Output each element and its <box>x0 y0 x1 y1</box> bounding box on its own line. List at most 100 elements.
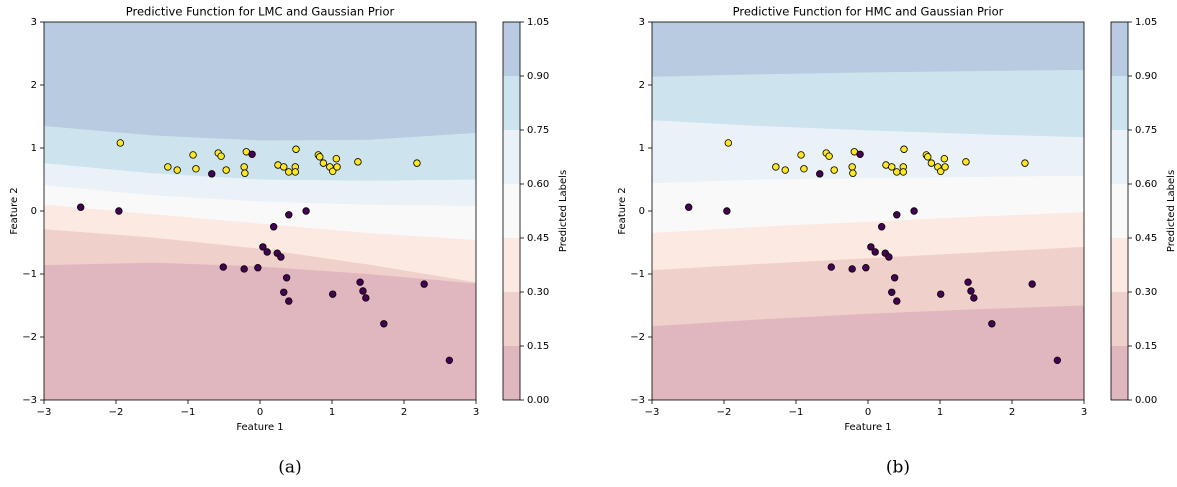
data-point <box>192 165 200 173</box>
colorbar-tick-label: 0.75 <box>1135 125 1157 136</box>
data-point <box>329 167 337 176</box>
x-tick-label: −1 <box>789 407 804 418</box>
data-point <box>830 166 838 174</box>
data-point <box>316 153 324 161</box>
colorbar-tick-label: 0.15 <box>527 341 549 352</box>
data-point <box>240 265 248 273</box>
data-point <box>222 166 230 174</box>
data-point <box>291 168 299 176</box>
chart-title: Predictive Function for LMC and Gaussian… <box>126 5 395 19</box>
data-point <box>900 145 908 153</box>
data-point <box>888 288 896 296</box>
colorbar-tick-label: 1.05 <box>527 17 549 28</box>
data-point <box>871 248 879 256</box>
colorbar-frame <box>1110 21 1129 401</box>
data-point <box>988 320 996 328</box>
data-point <box>280 163 288 171</box>
data-point <box>217 152 225 160</box>
colorbar-tick-label: 0.30 <box>527 287 549 298</box>
y-tick-label: −3 <box>630 395 645 406</box>
data-point <box>888 163 896 171</box>
colorbar-segment <box>1111 238 1128 292</box>
data-point <box>1053 356 1062 365</box>
colorbar-tick-label: 0.60 <box>527 179 549 190</box>
x-tick-label: 2 <box>401 407 407 418</box>
data-point <box>893 297 901 305</box>
data-point <box>254 264 262 272</box>
data-point <box>890 274 899 282</box>
y-tick-label: 1 <box>639 143 645 154</box>
data-point <box>970 294 978 302</box>
colorbar-tick-label: 0.00 <box>527 395 549 406</box>
x-tick-label: −1 <box>181 407 196 418</box>
data-point <box>445 356 454 365</box>
data-point <box>941 163 949 171</box>
data-point <box>964 278 972 286</box>
data-point <box>277 253 285 261</box>
x-tick-label: 1 <box>937 407 943 418</box>
data-point <box>862 264 870 272</box>
data-point <box>116 139 125 147</box>
y-tick-label: −1 <box>22 269 37 280</box>
data-point <box>269 223 278 231</box>
x-tick-label: −3 <box>37 407 52 418</box>
data-point <box>333 163 341 171</box>
colorbar-segment <box>1111 76 1128 130</box>
data-point <box>825 152 833 160</box>
data-point <box>332 155 341 163</box>
data-point <box>899 168 907 176</box>
x-axis-label: Feature 1 <box>236 422 283 433</box>
data-point <box>115 207 123 215</box>
data-point <box>302 207 310 215</box>
colorbar-tick-label: 0.45 <box>1135 233 1157 244</box>
data-point <box>354 158 362 166</box>
colorbar-segment <box>503 292 520 346</box>
data-point <box>282 274 291 282</box>
data-point <box>685 203 693 211</box>
plot-area <box>44 22 476 400</box>
data-point <box>893 168 901 176</box>
x-tick-label: 2 <box>1009 407 1015 418</box>
colorbar-tick-label: 0.90 <box>1135 71 1157 82</box>
y-tick-label: 1 <box>31 143 37 154</box>
x-axis-label: Feature 1 <box>844 422 891 433</box>
data-point <box>241 169 249 177</box>
y-tick-label: 2 <box>31 80 37 91</box>
data-point <box>219 263 227 271</box>
data-point <box>1021 159 1029 167</box>
colorbar-tick-label: 0.75 <box>527 125 549 136</box>
caption: (b) <box>886 458 910 478</box>
data-point <box>285 168 293 176</box>
data-point <box>781 166 789 174</box>
x-tick-label: 0 <box>257 407 263 418</box>
data-point <box>910 207 918 215</box>
data-point <box>848 163 856 171</box>
chart-title: Predictive Function for HMC and Gaussian… <box>733 5 1004 19</box>
colorbar-tick-label: 0.00 <box>1135 395 1157 406</box>
data-point <box>285 297 293 305</box>
data-point <box>285 211 293 219</box>
colorbar-label: Predicted Labels <box>1166 170 1177 252</box>
data-point <box>924 153 932 161</box>
y-tick-label: 2 <box>639 80 645 91</box>
colorbar-segment <box>503 184 520 238</box>
data-point <box>867 243 875 251</box>
data-point <box>937 167 945 176</box>
data-point <box>77 203 85 211</box>
contour-band <box>652 22 1084 77</box>
data-point <box>248 150 256 158</box>
data-point <box>927 159 936 167</box>
y-axis-label: Feature 2 <box>617 187 628 234</box>
colorbar-segment <box>503 130 520 184</box>
colorbar-tick-label: 0.90 <box>527 71 549 82</box>
data-point <box>319 159 328 167</box>
data-point <box>940 155 949 163</box>
data-point <box>856 150 864 158</box>
colorbar-segment <box>503 238 520 292</box>
data-point <box>724 139 733 147</box>
contour-band <box>44 22 476 141</box>
data-point <box>937 290 945 298</box>
colorbar-segment <box>1111 22 1128 76</box>
y-tick-label: −2 <box>22 332 37 343</box>
x-tick-label: −3 <box>645 407 660 418</box>
